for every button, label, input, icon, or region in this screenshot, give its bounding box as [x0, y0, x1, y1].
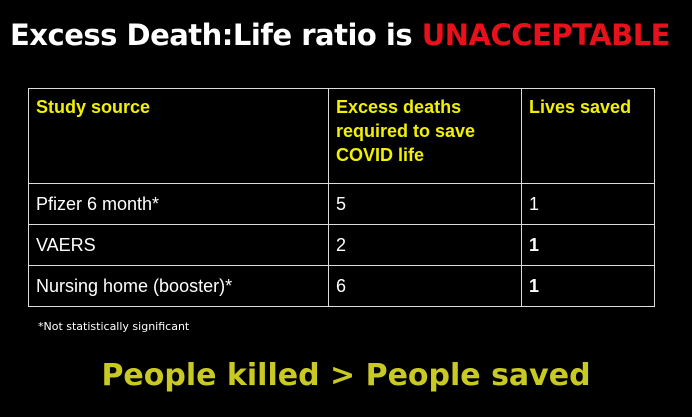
cell: VAERS	[28, 224, 329, 266]
header-row: Study source Excess deaths required to s…	[28, 88, 655, 184]
conclusion: People killed > People saved	[101, 358, 591, 393]
cell: 1	[521, 265, 655, 307]
cell: 1	[521, 224, 655, 266]
header-cell: Lives saved	[521, 88, 655, 184]
cell: 6	[328, 265, 522, 307]
title-emphasis: UNACCEPTABLE	[421, 18, 671, 52]
cell: 2	[328, 224, 522, 266]
footnote: *Not statistically significant	[38, 320, 190, 333]
header-cell: Study source	[28, 88, 329, 184]
row: Nursing home (booster)* 6 1	[28, 265, 655, 307]
row: VAERS 2 1	[28, 224, 655, 266]
header-cell: Excess deaths required to save COVID lif…	[328, 88, 522, 184]
cell: 1	[521, 183, 655, 225]
table: Study source Excess deaths required to s…	[28, 88, 655, 307]
cell: Nursing home (booster)*	[28, 265, 329, 307]
title-lead: Excess Death:Life ratio is	[10, 18, 413, 52]
cell: Pfizer 6 month*	[28, 183, 329, 225]
cell: 5	[328, 183, 522, 225]
title: Excess Death:Life ratio is UNACCEPTABLE	[10, 18, 670, 52]
row: Pfizer 6 month* 5 1	[28, 183, 655, 225]
